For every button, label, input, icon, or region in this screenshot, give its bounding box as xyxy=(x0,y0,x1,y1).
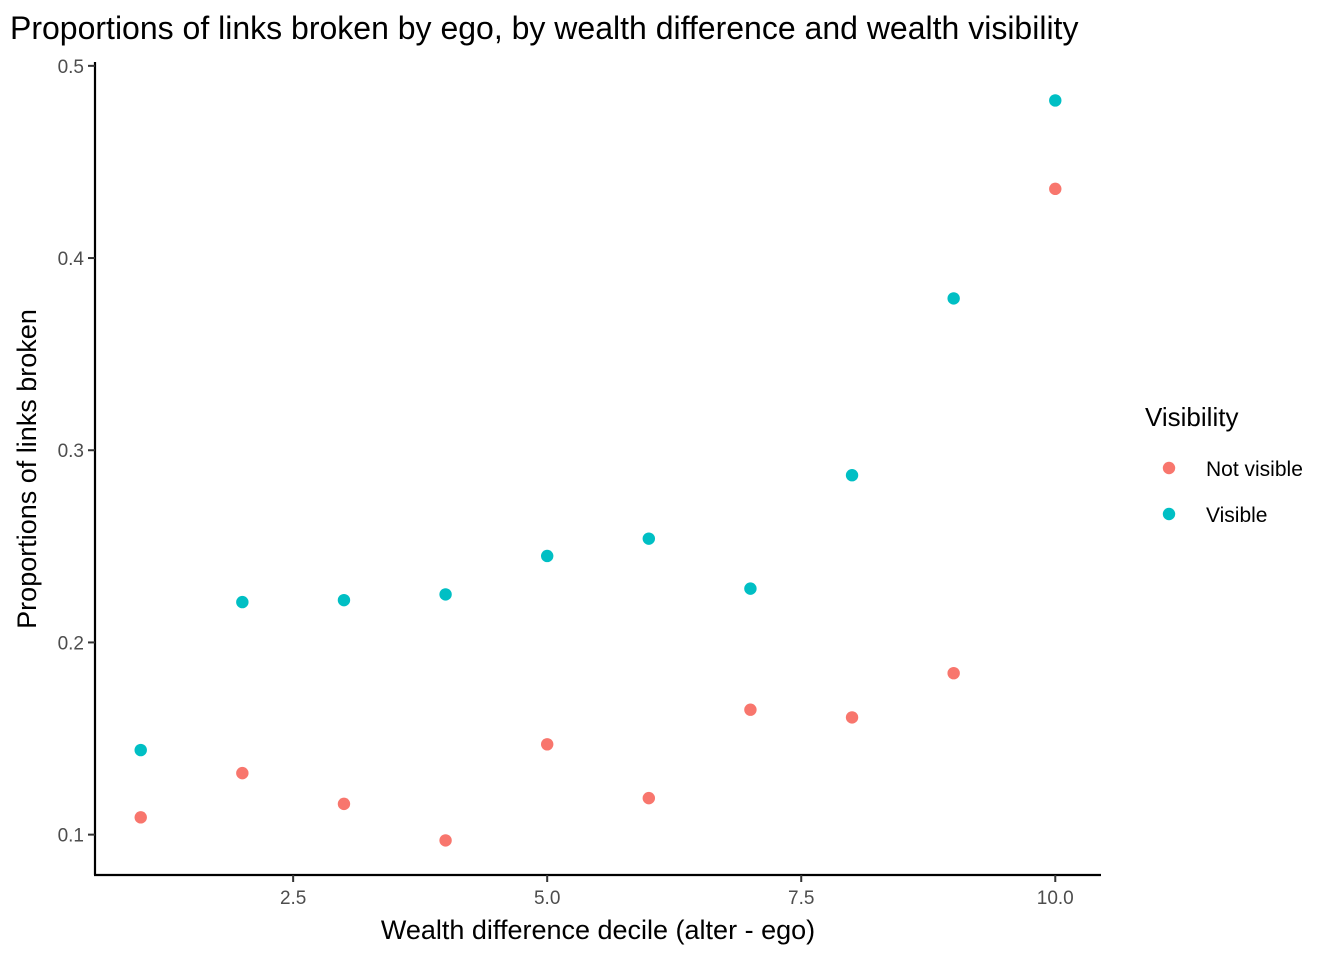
series-visible xyxy=(134,94,1062,757)
axes xyxy=(93,62,1101,877)
data-point xyxy=(642,532,656,545)
data-point xyxy=(337,797,351,811)
legend: Visibility Not visible Visible xyxy=(1145,402,1303,527)
data-point xyxy=(337,593,351,607)
data-point xyxy=(236,766,249,780)
y-tick-label: 0.2 xyxy=(58,633,84,654)
data-point xyxy=(540,549,554,563)
data-points xyxy=(134,94,1062,847)
x-axis-title: Wealth difference decile (alter - ego) xyxy=(381,915,815,945)
legend-key xyxy=(1162,461,1176,475)
x-tick-label: 5.0 xyxy=(534,888,560,909)
data-point xyxy=(1049,94,1062,107)
data-point xyxy=(439,834,452,847)
x-tick-label: 10.0 xyxy=(1037,888,1074,909)
data-point xyxy=(947,666,960,680)
data-point xyxy=(845,711,859,724)
x-tick-label: 7.5 xyxy=(788,888,814,909)
y-tick-label: 0.4 xyxy=(58,249,85,270)
data-point xyxy=(744,703,757,716)
data-point xyxy=(947,292,960,305)
data-point xyxy=(642,791,656,805)
y-axis-title: Proportions of links broken xyxy=(12,309,42,629)
y-tick-label: 0.1 xyxy=(58,826,84,847)
chart-title: Proportions of links broken by ego, by w… xyxy=(10,10,1078,46)
data-point xyxy=(439,588,452,601)
data-point xyxy=(540,738,554,751)
data-point xyxy=(134,743,147,757)
legend-key xyxy=(1162,507,1176,521)
y-tick-label: 0.5 xyxy=(58,57,84,78)
series-not-visible xyxy=(134,182,1062,847)
y-tick-label: 0.3 xyxy=(58,441,84,462)
legend-items: Not visible Visible xyxy=(1162,458,1303,527)
data-point xyxy=(1049,182,1062,196)
data-point xyxy=(845,469,859,482)
x-axis-ticks: 2.5 5.0 7.5 10.0 xyxy=(280,875,1074,909)
legend-label: Not visible xyxy=(1206,458,1303,481)
y-axis-ticks: 0.1 0.2 0.3 0.4 0.5 xyxy=(58,57,95,847)
legend-title: Visibility xyxy=(1145,402,1238,432)
data-point xyxy=(744,582,757,595)
legend-label: Visible xyxy=(1206,504,1267,527)
x-tick-label: 2.5 xyxy=(280,888,306,909)
data-point xyxy=(236,595,249,609)
data-point xyxy=(134,811,147,824)
